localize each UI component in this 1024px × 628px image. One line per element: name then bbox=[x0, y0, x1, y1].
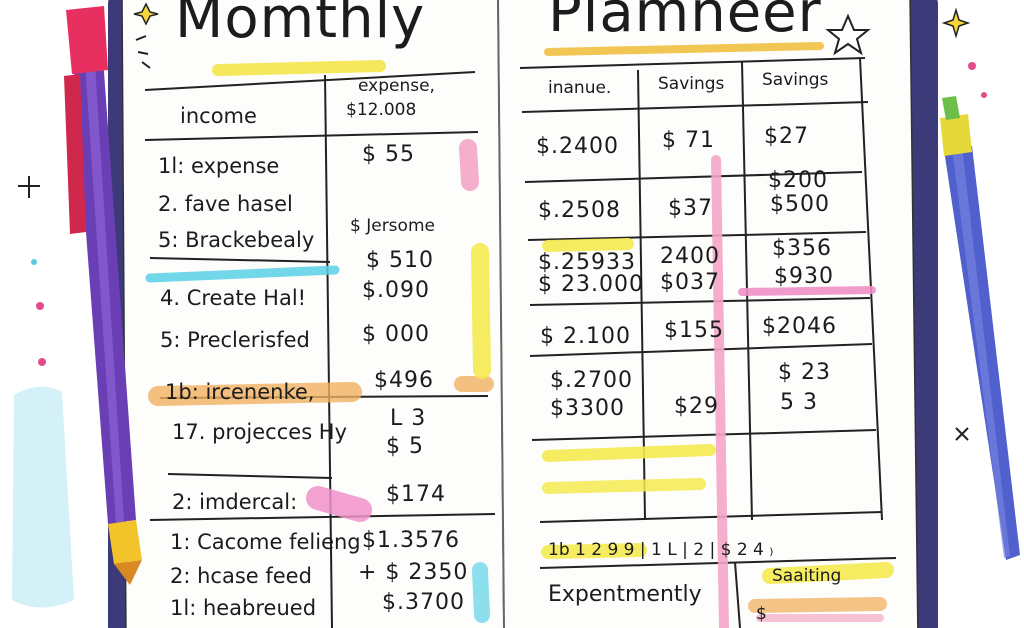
right-cell: $3300 bbox=[550, 396, 625, 421]
title-left: Momthly bbox=[175, 0, 426, 51]
purple-pen bbox=[64, 6, 142, 585]
left-row-label: 2. fave hasel bbox=[158, 192, 293, 216]
right-cell: 2400 bbox=[660, 244, 720, 269]
title-right: Plamneer bbox=[548, 0, 822, 45]
decorations bbox=[18, 2, 971, 441]
footer-number-row: 1b 1 2 9 9 | 1 L | 2 | $ 2 4 ₎ bbox=[548, 540, 774, 560]
right-cell: $.2508 bbox=[538, 198, 621, 223]
blue-watercolor bbox=[12, 386, 74, 608]
right-cell: $29 bbox=[674, 394, 719, 419]
left-row-value: $ Jersome bbox=[350, 216, 435, 236]
right-cell: $ 71 bbox=[662, 128, 715, 153]
left-row-label: 1l: heabreued bbox=[170, 596, 317, 620]
right-cell: $.2400 bbox=[536, 134, 619, 159]
right-cell: $155 bbox=[664, 318, 724, 343]
left-row-value: $ 5 bbox=[386, 434, 424, 459]
right-cell: 5 3 bbox=[780, 390, 818, 415]
right-cell: $500 bbox=[770, 192, 830, 217]
right-cell: $ 23 bbox=[778, 360, 831, 385]
left-row-label: 1l: expense bbox=[158, 154, 280, 178]
footer-saving: Saaiting bbox=[772, 566, 842, 586]
left-row-value: $174 bbox=[386, 482, 446, 507]
right-cell: $356 bbox=[772, 236, 832, 261]
right-cell: $ 23.000 bbox=[538, 272, 644, 297]
right-header-savings: Savings bbox=[658, 74, 725, 94]
left-row-value: L 3 bbox=[390, 406, 427, 431]
page-spine bbox=[497, 0, 505, 628]
decorative-dots bbox=[31, 62, 987, 366]
left-row-value: $ 000 bbox=[362, 322, 430, 347]
right-cell: $ 2.100 bbox=[540, 324, 631, 349]
right-cell: $200 bbox=[768, 168, 828, 193]
left-row-label: 2: imdercal: bbox=[172, 490, 298, 514]
right-cell: $27 bbox=[764, 124, 809, 149]
left-row-label: 5: Brackebealy bbox=[158, 228, 315, 252]
right-header-income: inanue. bbox=[548, 78, 612, 98]
left-row-value: $ 510 bbox=[366, 248, 434, 273]
right-header-savings-2: Savings bbox=[762, 70, 829, 90]
left-row-value: + $ 2350 bbox=[358, 560, 469, 585]
right-cell: $37 bbox=[668, 196, 713, 221]
left-row-label: 5: Preclerisfed bbox=[160, 328, 310, 352]
right-cell: $037 bbox=[660, 270, 720, 295]
left-row-label: 4. Create Hal! bbox=[160, 286, 307, 310]
left-row-value: $1.3576 bbox=[362, 528, 460, 553]
right-cell: $.2700 bbox=[550, 368, 633, 393]
left-row-label: 1: Cacome felieng bbox=[170, 530, 361, 554]
right-cell: $.25933 bbox=[538, 250, 636, 275]
right-cell: $2046 bbox=[762, 314, 837, 339]
left-row-value: $.090 bbox=[362, 278, 430, 303]
highlights bbox=[145, 42, 894, 628]
left-row-label: 17. projecces Hy bbox=[172, 420, 348, 444]
left-row-label: 2: hcase feed bbox=[170, 564, 312, 588]
left-row-label: 1b: ircenenke, bbox=[165, 380, 315, 404]
left-row-value: $ 55 bbox=[362, 142, 415, 167]
footer-label: Expentmently bbox=[548, 582, 702, 607]
left-row-value: $496 bbox=[374, 368, 434, 393]
left-header-expense-total: $12.008 bbox=[346, 100, 417, 120]
left-header-income: income bbox=[180, 104, 257, 128]
left-row-value: $.3700 bbox=[382, 590, 465, 615]
blue-pen bbox=[940, 96, 1020, 560]
footer-dollar: $ bbox=[756, 604, 767, 624]
right-cell: $930 bbox=[774, 264, 834, 289]
left-header-expense: expense, bbox=[358, 76, 435, 96]
